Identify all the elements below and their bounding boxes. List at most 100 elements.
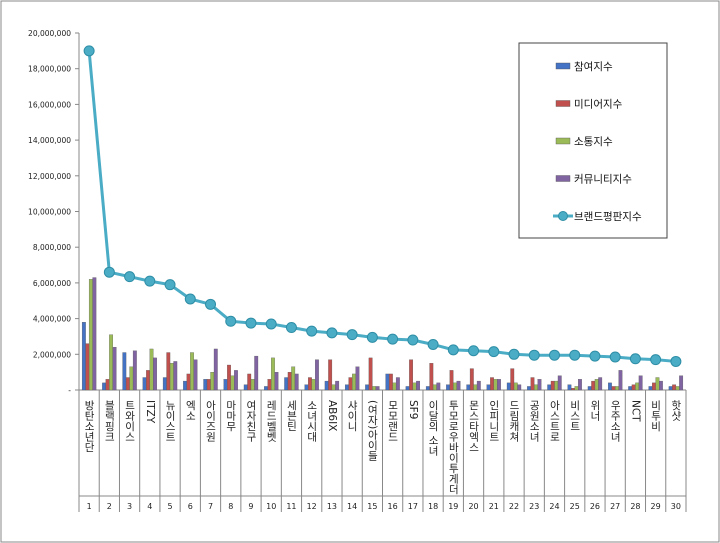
x-rank-label: 16 bbox=[388, 502, 398, 511]
line-point bbox=[670, 355, 682, 367]
x-rank-label: 29 bbox=[651, 502, 661, 511]
bar bbox=[446, 384, 450, 391]
bar bbox=[153, 357, 157, 391]
legend-marker bbox=[558, 211, 568, 221]
bar bbox=[351, 373, 356, 391]
line-point bbox=[205, 298, 217, 310]
x-rank-label: 7 bbox=[208, 502, 213, 511]
bar bbox=[112, 347, 117, 391]
bar bbox=[243, 384, 248, 391]
y-tick-label: 2,000,000 bbox=[33, 350, 71, 359]
bar bbox=[210, 371, 215, 391]
x-category-label: 이달의 소녀 bbox=[427, 400, 439, 457]
line-point bbox=[488, 346, 500, 358]
line-point bbox=[609, 351, 621, 363]
x-category-label: 모모랜드 bbox=[387, 400, 399, 442]
bar bbox=[631, 384, 636, 391]
y-tick-label: 14,000,000 bbox=[28, 136, 71, 145]
legend-swatch bbox=[555, 62, 571, 70]
bar bbox=[554, 380, 559, 391]
bar bbox=[547, 384, 552, 391]
bar bbox=[81, 322, 86, 391]
line-point bbox=[468, 345, 480, 357]
bar bbox=[527, 386, 531, 391]
x-category-label: 블랙핑크 bbox=[103, 400, 115, 442]
bar bbox=[294, 373, 299, 391]
bar bbox=[169, 363, 174, 391]
line-series-group bbox=[83, 45, 682, 367]
legend-swatch bbox=[555, 100, 571, 107]
line-point bbox=[245, 317, 257, 329]
bar bbox=[668, 386, 673, 391]
x-rank-label: 19 bbox=[448, 502, 458, 511]
bar bbox=[469, 368, 474, 391]
x-category-label: ITZY bbox=[144, 400, 156, 424]
bar bbox=[203, 379, 208, 391]
bar bbox=[493, 379, 498, 391]
x-category-label: 투모로우바이투게더 bbox=[447, 400, 459, 495]
x-category-label: 비스트 bbox=[569, 400, 581, 432]
bar bbox=[284, 377, 289, 391]
bar bbox=[264, 386, 268, 391]
bar-series-group bbox=[81, 277, 684, 391]
line-point bbox=[447, 344, 459, 356]
x-category-label: 아스트로 bbox=[548, 400, 560, 442]
bar bbox=[109, 334, 113, 391]
bar bbox=[416, 380, 421, 391]
line-point bbox=[427, 338, 439, 350]
bar bbox=[267, 379, 272, 391]
x-category-label: 드림캐쳐 bbox=[508, 400, 520, 443]
x-category-label: 레드벨벳 bbox=[265, 400, 277, 443]
line-point bbox=[225, 315, 237, 327]
bar bbox=[456, 380, 461, 391]
y-tick-label: 12,000,000 bbox=[28, 172, 71, 181]
x-category-label: AB6IX bbox=[326, 400, 338, 431]
bar bbox=[618, 370, 623, 391]
bar bbox=[365, 384, 370, 391]
y-tick-label: - bbox=[68, 386, 71, 395]
bar bbox=[166, 352, 171, 391]
x-category-label: 세븐틴 bbox=[285, 400, 297, 432]
x-category-label: 방탄소년단 bbox=[83, 400, 95, 453]
bar bbox=[190, 352, 194, 391]
y-tick-label: 4,000,000 bbox=[33, 315, 71, 324]
x-rank-label: 18 bbox=[428, 502, 438, 511]
bar bbox=[476, 380, 481, 391]
line-point bbox=[83, 45, 95, 57]
line-point bbox=[103, 266, 115, 278]
bar bbox=[550, 380, 555, 391]
bar bbox=[587, 386, 592, 391]
bar bbox=[274, 371, 279, 391]
bar bbox=[429, 363, 434, 391]
bar bbox=[142, 377, 147, 391]
bar bbox=[598, 377, 603, 391]
x-category-label: 소녀시대 bbox=[306, 400, 318, 443]
bar bbox=[328, 359, 333, 391]
y-tick-label: 10,000,000 bbox=[28, 208, 71, 217]
bar bbox=[304, 384, 309, 391]
line-point bbox=[548, 349, 560, 361]
x-rank-label: 2 bbox=[107, 502, 112, 511]
bar bbox=[344, 384, 349, 391]
bar bbox=[635, 382, 640, 391]
bar bbox=[287, 371, 292, 391]
bar bbox=[648, 386, 653, 391]
bar bbox=[375, 386, 380, 391]
bar bbox=[506, 382, 511, 391]
bar bbox=[315, 359, 319, 391]
x-rank-label: 12 bbox=[307, 502, 317, 511]
bar bbox=[652, 382, 656, 391]
x-rank-label: 13 bbox=[327, 502, 337, 511]
bar bbox=[486, 384, 491, 391]
line-point bbox=[366, 331, 378, 343]
bar bbox=[567, 384, 572, 391]
bar bbox=[85, 343, 90, 391]
x-rank-label: 6 bbox=[188, 502, 193, 511]
line-point bbox=[285, 322, 297, 334]
line-point bbox=[306, 325, 318, 337]
line-point bbox=[124, 271, 136, 283]
x-rank-label: 30 bbox=[671, 502, 681, 511]
line-point bbox=[144, 275, 156, 287]
bar bbox=[436, 382, 441, 391]
